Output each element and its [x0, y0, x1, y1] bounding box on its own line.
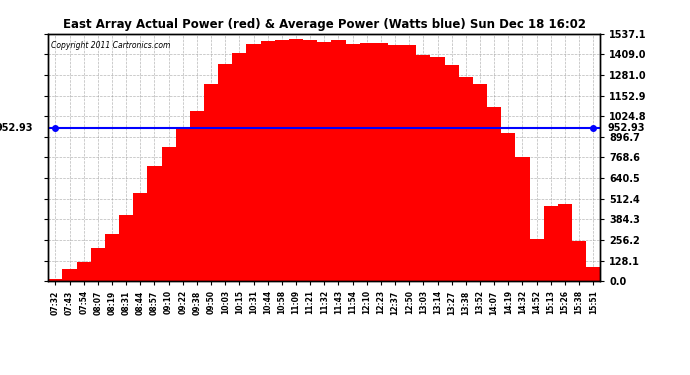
Bar	[190, 111, 204, 281]
Bar	[289, 39, 303, 281]
Bar	[148, 166, 161, 281]
Bar	[359, 43, 374, 281]
Bar	[261, 40, 275, 281]
Bar	[246, 44, 261, 281]
Bar	[515, 157, 529, 281]
Bar	[331, 40, 346, 281]
Bar	[586, 267, 600, 281]
Bar	[275, 40, 289, 281]
Bar	[402, 45, 416, 281]
Bar	[388, 45, 402, 281]
Bar	[77, 262, 91, 281]
Bar	[346, 44, 359, 281]
Bar	[558, 204, 572, 281]
Bar	[48, 279, 63, 281]
Bar	[529, 239, 544, 281]
Bar	[544, 206, 558, 281]
Bar	[444, 65, 459, 281]
Bar	[119, 215, 133, 281]
Bar	[473, 84, 487, 281]
Bar	[374, 43, 388, 281]
Bar	[303, 40, 317, 281]
Bar	[317, 42, 331, 281]
Bar	[233, 53, 246, 281]
Bar	[416, 55, 431, 281]
Bar	[133, 193, 148, 281]
Bar	[63, 269, 77, 281]
Bar	[459, 77, 473, 281]
Bar	[501, 134, 515, 281]
Bar	[176, 127, 190, 281]
Bar	[105, 234, 119, 281]
Text: 952.93: 952.93	[607, 123, 644, 133]
Bar	[487, 107, 501, 281]
Bar	[91, 248, 105, 281]
Text: Copyright 2011 Cartronics.com: Copyright 2011 Cartronics.com	[51, 41, 170, 50]
Bar	[218, 64, 233, 281]
Bar	[431, 57, 444, 281]
Title: East Array Actual Power (red) & Average Power (Watts blue) Sun Dec 18 16:02: East Array Actual Power (red) & Average …	[63, 18, 586, 31]
Bar	[204, 84, 218, 281]
Text: 952.93: 952.93	[0, 123, 33, 133]
Bar	[572, 241, 586, 281]
Bar	[161, 147, 176, 281]
